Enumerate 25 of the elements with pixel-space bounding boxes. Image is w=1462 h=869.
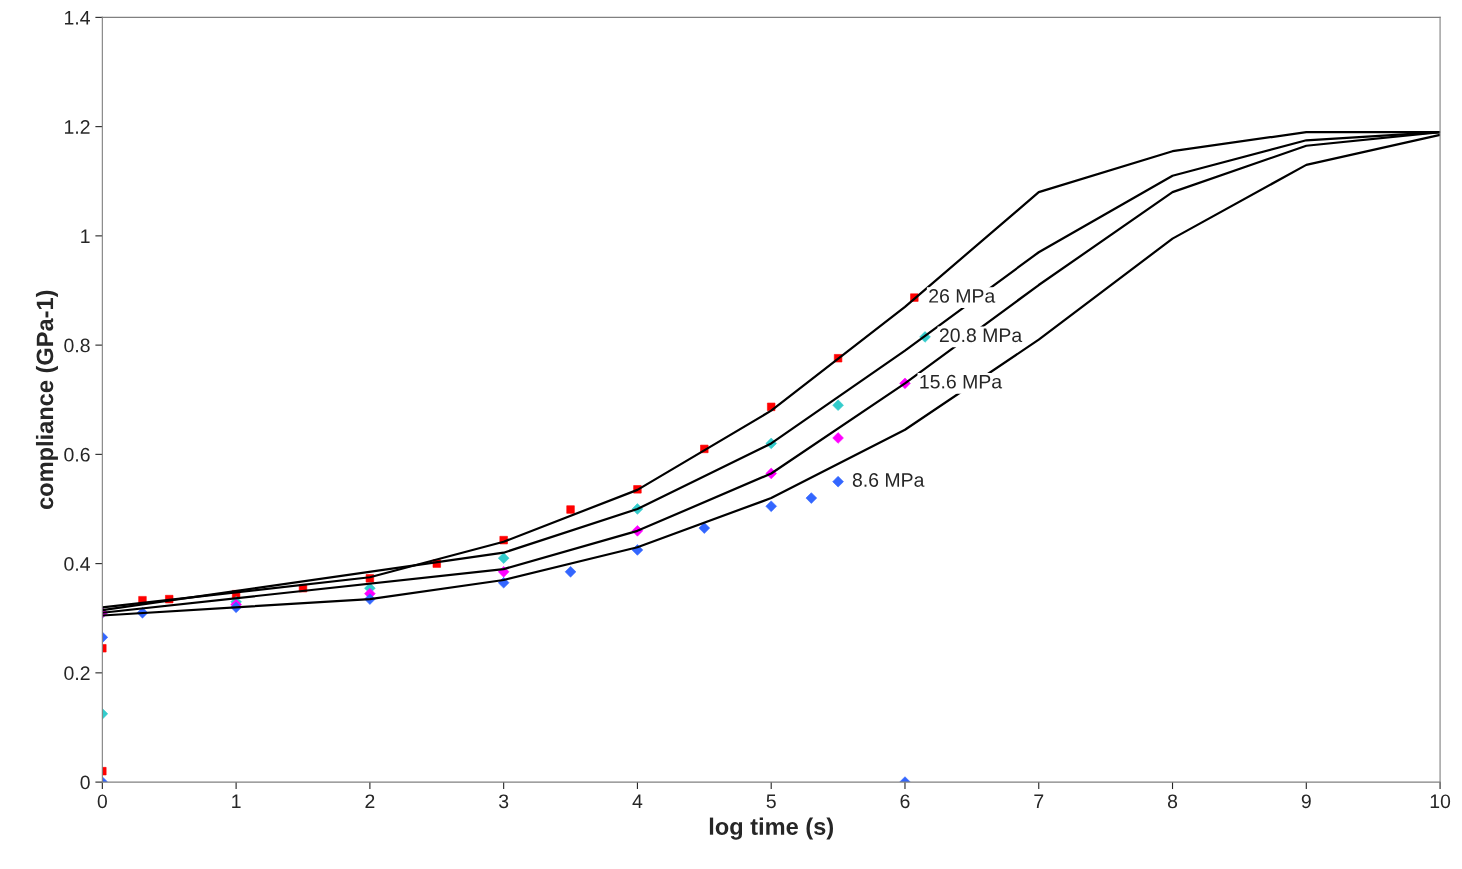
series-label: 15.6 MPa — [920, 374, 1003, 389]
y-tick-label: 1.4 — [64, 11, 90, 25]
x-tick-label: 0 — [97, 794, 107, 809]
series-label: 8.6 MPa — [852, 473, 925, 487]
x-tick-label: 6 — [900, 794, 910, 809]
x-tick-label: 8 — [1167, 794, 1178, 809]
y-tick-label: 0 — [80, 775, 90, 790]
y-tick-label: 0.4 — [64, 557, 90, 571]
x-tick-label: 10 — [1430, 794, 1451, 809]
y-tick-label: 1.2 — [64, 120, 90, 134]
y-tick-label: 0.2 — [64, 666, 90, 681]
x-tick-label: 3 — [498, 794, 509, 809]
x-tick-label: 2 — [365, 794, 375, 808]
x-tick-label: 4 — [632, 794, 643, 808]
x-tick-label: 1 — [232, 794, 241, 808]
x-tick-label: 5 — [766, 794, 776, 809]
x-tick-label: 9 — [1301, 794, 1311, 809]
y-axis-title: compliance (GPa-1) — [35, 290, 58, 510]
x-axis-title: log time (s) — [709, 817, 833, 840]
y-tick-label: 0.6 — [64, 447, 90, 462]
y-tick-label: 0.8 — [64, 338, 90, 353]
series-label: 20.8 MPa — [939, 328, 1023, 343]
series-label: 26 MPa — [929, 289, 996, 303]
x-tick-label: 7 — [1034, 794, 1044, 808]
y-tick-label: 1 — [81, 229, 90, 243]
